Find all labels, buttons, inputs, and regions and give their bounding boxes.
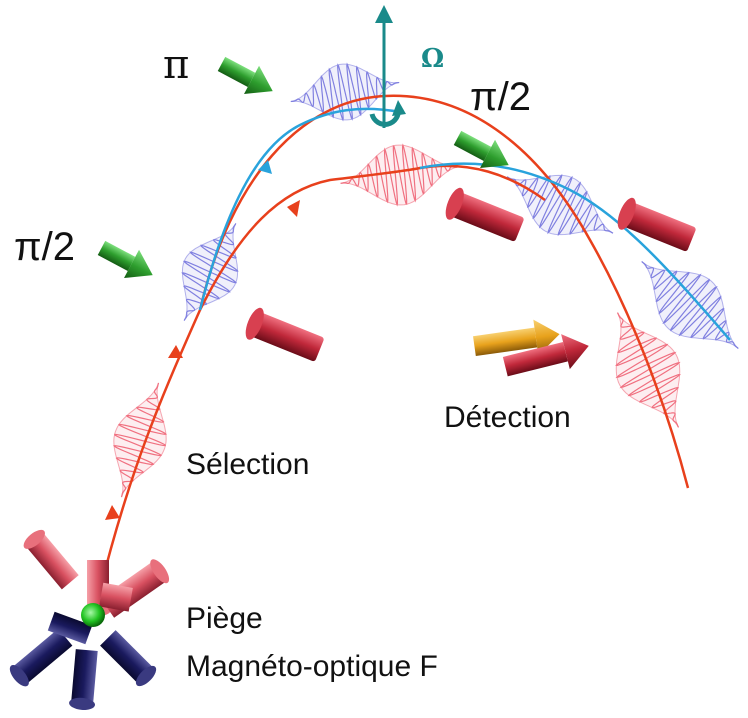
wave-packet — [290, 62, 400, 122]
wave-packet — [615, 312, 681, 428]
detection-label: Détection — [444, 401, 571, 434]
blue-trajectory — [198, 107, 401, 311]
blue-trajectory-lower — [419, 162, 731, 341]
trap-label-line2: Magnéto-optique F — [186, 650, 438, 683]
wave-packet — [340, 143, 460, 207]
trajectory-arrow — [168, 345, 183, 358]
detection-beam-red — [502, 334, 589, 377]
pi-half-left-label: π/2 — [14, 225, 75, 269]
raman-beam-pi-half-left — [97, 240, 153, 279]
magneto-optical-trap — [9, 529, 170, 710]
wave-packet — [506, 173, 614, 237]
wave-packets — [113, 62, 739, 498]
selection-label: Sélection — [186, 448, 309, 481]
trap-label-line1: Piège — [186, 602, 263, 635]
atom-cloud — [81, 603, 105, 627]
detection-beam-yellow — [473, 319, 560, 357]
red-beam-right — [617, 197, 696, 252]
trajectory-arrow — [287, 200, 300, 217]
trajectory-arrow — [105, 505, 120, 520]
red-trajectory — [98, 164, 546, 591]
trajectory-arrow — [258, 160, 272, 174]
wave-packet — [641, 261, 739, 349]
selection-beam — [245, 307, 324, 362]
raman-beam-pi — [217, 56, 273, 95]
pi-pulse-label: π — [163, 42, 189, 88]
raman-beam-pi-half-right — [453, 130, 509, 169]
red-beam-upper — [445, 187, 524, 242]
wave-packet — [113, 382, 167, 498]
pi-half-right-label: π/2 — [470, 75, 531, 119]
omega-label: Ω — [421, 44, 444, 74]
